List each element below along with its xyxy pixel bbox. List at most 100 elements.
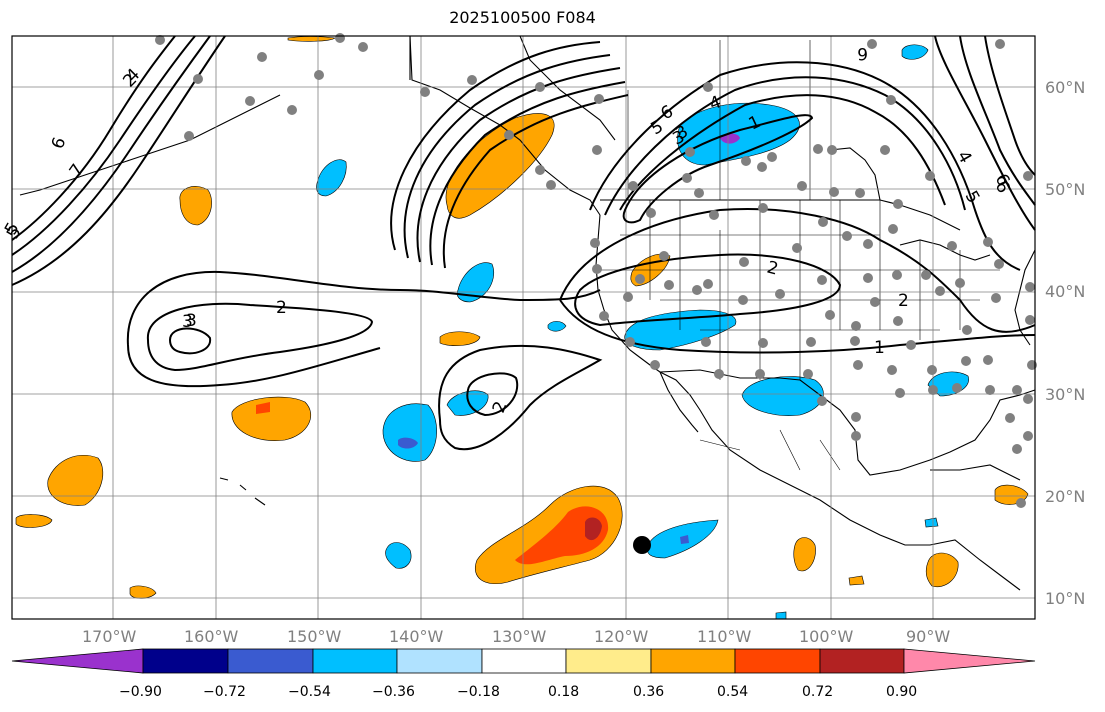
blue-field-alaska (316, 159, 347, 197)
orange-field-small1 (848, 575, 865, 586)
yucatan (930, 464, 1021, 481)
purple-spot-canada (720, 133, 740, 144)
contour-loop-us-2 (574, 253, 842, 327)
colorbar-segment (819, 648, 905, 674)
orange-field-pacific5 (129, 585, 157, 599)
lat-label: 20°N (1045, 487, 1086, 506)
purple-spot-tropic (680, 535, 689, 544)
marker-point (633, 536, 651, 554)
blue-field-pacific2 (446, 390, 489, 416)
lat-label: 10°N (1045, 589, 1086, 608)
coastlines (19, 35, 1036, 591)
orange-field-mexico2 (925, 552, 959, 588)
us-mexico-border (659, 369, 801, 381)
blue-field-small1 (547, 321, 567, 332)
contour-loop-sub-1 (438, 344, 603, 451)
colorbar-tick-label: 0.90 (886, 684, 918, 700)
colorbar-tick-label: 0.36 (633, 684, 665, 700)
colorbar-tick-label: 0.72 (802, 684, 834, 700)
lon-label: 140°W (389, 627, 444, 646)
contour-canada-arc-2 (604, 76, 966, 216)
orange-field-mid (439, 331, 481, 346)
contour-label: 3 (182, 312, 193, 332)
contour-ridge-1 (390, 41, 601, 251)
east-coast (1014, 249, 1036, 346)
darkred-field-tropic (585, 517, 602, 541)
lat-label: 50°N (1045, 180, 1086, 199)
colorbar-tick-label: −0.36 (372, 684, 415, 700)
contour-west-1 (11, 35, 176, 241)
red-spot-pacific (256, 402, 270, 414)
lon-label: 130°W (492, 627, 547, 646)
contour-loop-pacific-3 (168, 327, 212, 355)
colorbar-segment (312, 648, 398, 674)
blue-field-small3 (924, 517, 939, 528)
orange-field-mexico1 (793, 537, 816, 572)
contour-loop-canada-1 (622, 114, 814, 224)
lat-label: 30°N (1045, 385, 1086, 404)
alaska-border (409, 35, 616, 141)
lon-label: 120°W (594, 627, 649, 646)
hawaii-islands (219, 477, 266, 506)
plot-title: 2025100500 F084 (449, 8, 596, 27)
orange-field-pacific2 (231, 396, 312, 441)
colorbar-segment (396, 648, 483, 674)
red-field-tropic (515, 506, 609, 565)
blue-field-canada (677, 102, 800, 166)
colorbar (11, 648, 1036, 674)
colorbar-segment (903, 648, 1036, 674)
contour-label: 6 (857, 43, 868, 63)
lon-label: 150°W (287, 627, 342, 646)
lon-label: 100°W (799, 627, 854, 646)
contour-west-2 (11, 35, 196, 256)
colorbar-segment (565, 648, 652, 674)
colorbar-tick-label: −0.54 (288, 684, 331, 700)
colorbar-tick-label: 0.18 (548, 684, 580, 700)
contour-ridge-3 (416, 67, 621, 263)
contour-label: 2 (898, 291, 909, 311)
colorbar-segment (227, 648, 314, 674)
contour-label: 2 (276, 298, 287, 318)
contour-east-2 (959, 35, 1036, 206)
hudson-area (829, 147, 881, 201)
gulf-coast (799, 379, 1036, 476)
contour-canada-arc-1 (589, 61, 1021, 271)
colorbar-segment (481, 648, 567, 674)
colorbar-tick-label: −0.72 (203, 684, 246, 700)
aleutians (19, 94, 281, 196)
contour-loop-us-1b (559, 299, 1036, 354)
contour-loop-sub-2 (466, 372, 519, 417)
blue-field-pacific3 (382, 403, 437, 462)
lon-label: 110°W (697, 627, 752, 646)
contour-east-3 (984, 35, 1036, 176)
contour-label: 1 (874, 338, 885, 358)
orange-field-pacific4 (15, 514, 53, 528)
contour-loop-pacific-1 (127, 344, 381, 388)
lon-label: 160°W (184, 627, 239, 646)
station-dots (155, 33, 1037, 508)
orange-field-pacific1 (179, 186, 212, 226)
blue-field-small4 (775, 611, 787, 620)
contour-loop-us-1 (559, 208, 1036, 333)
colorbar-tick-label: −0.90 (119, 684, 162, 700)
contour-label: 3 (186, 311, 197, 331)
orange-field-top (287, 36, 336, 42)
contour-label: 2 (765, 258, 781, 280)
contour-west-3 (11, 35, 211, 273)
contour-ridge-2 (403, 54, 611, 259)
contour-east-1 (934, 35, 1036, 231)
lat-label: 60°N (1045, 78, 1086, 97)
purple-spot-pacific (398, 437, 418, 449)
contour-canada-arc-3 (619, 94, 946, 211)
us-west-coast (595, 214, 1021, 591)
colorbar-segment (734, 648, 821, 674)
graticule (12, 36, 1035, 619)
contour-ridge-4 (429, 81, 626, 266)
map-frame (11, 35, 1036, 620)
blue-field-top (901, 44, 929, 60)
contour-ridge-5 (442, 94, 629, 269)
colorbar-segment (11, 648, 144, 674)
baja-peninsula (659, 371, 699, 433)
contours (11, 35, 1036, 451)
